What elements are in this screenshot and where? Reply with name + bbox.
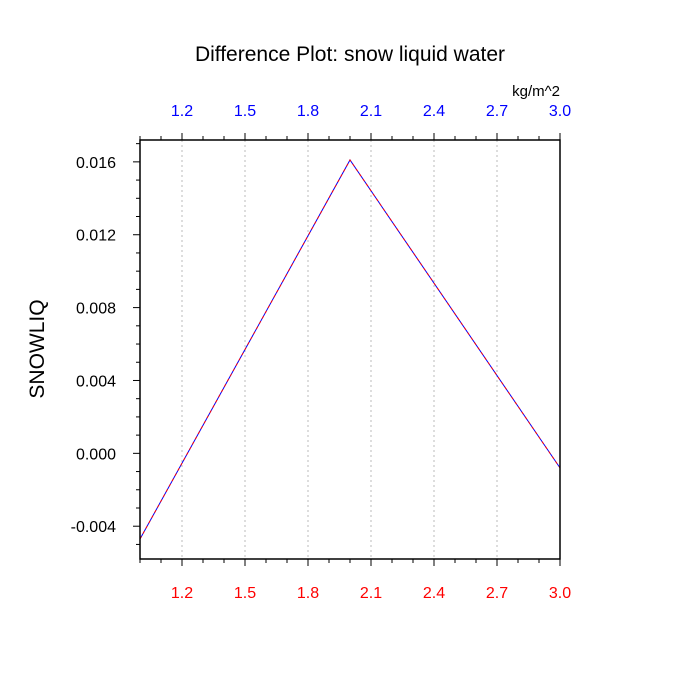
y-tick-label: -0.004 bbox=[71, 519, 116, 536]
x-bottom-tick-label: 1.5 bbox=[234, 585, 256, 602]
x-bottom-tick-label: 1.2 bbox=[171, 585, 193, 602]
x-top-tick-label: 1.8 bbox=[297, 103, 319, 120]
tick-marks bbox=[133, 133, 561, 566]
x-top-tick-label: 1.5 bbox=[234, 103, 256, 120]
x-top-tick-label: 1.2 bbox=[171, 103, 193, 120]
top-axis-units-label: kg/m^2 bbox=[512, 83, 560, 100]
y-tick-label: 0.016 bbox=[76, 155, 116, 172]
series-layer bbox=[139, 159, 561, 540]
x-top-tick-label: 3.0 bbox=[549, 103, 571, 120]
y-tick-label: 0.000 bbox=[76, 446, 116, 463]
tick-labels: 1.2 1.2 1.5 1.5 1.8 1.8 2.1 2.1 2.4 2.4 2.7 2.7 3.0 3… bbox=[71, 103, 572, 602]
x-bottom-tick-label: 3.0 bbox=[549, 585, 571, 602]
series-line-dashed bbox=[139, 159, 561, 540]
x-top-tick-label: 2.1 bbox=[360, 103, 382, 120]
x-bottom-tick-label: 2.7 bbox=[486, 585, 508, 602]
x-top-tick-label: 2.4 bbox=[423, 103, 445, 120]
x-top-tick-label: 2.7 bbox=[486, 103, 508, 120]
plot-frame bbox=[139, 139, 561, 560]
x-bottom-tick-label: 1.8 bbox=[297, 585, 319, 602]
x-bottom-tick-label: 2.4 bbox=[423, 585, 445, 602]
grid-lines bbox=[181, 140, 498, 559]
y-tick-label: 0.008 bbox=[76, 301, 116, 318]
y-axis-label: SNOWLIQ bbox=[26, 299, 49, 398]
y-tick-label: 0.012 bbox=[76, 228, 116, 245]
chart-title: Difference Plot: snow liquid water bbox=[195, 43, 505, 66]
y-tick-label: 0.004 bbox=[76, 373, 116, 390]
x-bottom-tick-label: 2.1 bbox=[360, 585, 382, 602]
